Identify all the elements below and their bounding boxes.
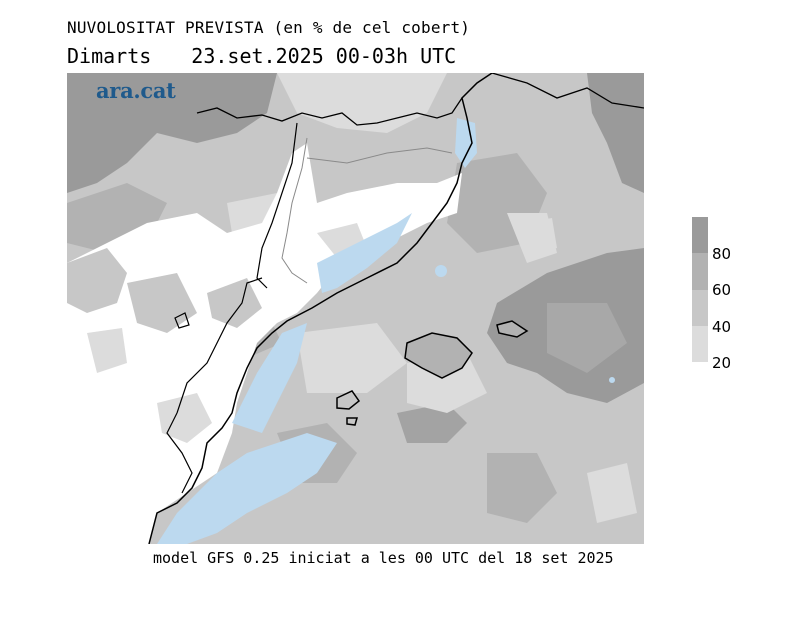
province-border xyxy=(281,137,308,284)
cloud-area-20 xyxy=(522,218,557,253)
cloud-area-60 xyxy=(547,303,627,373)
forecast-day: Dimarts xyxy=(67,44,152,68)
cloud-area-80 xyxy=(67,73,277,193)
ibiza-island xyxy=(336,390,361,410)
legend-swatch-80 xyxy=(692,217,708,254)
mallorca-island xyxy=(404,332,473,379)
cloud-area-80 xyxy=(587,73,644,193)
coastline xyxy=(148,73,493,544)
legend-label-20: 20 xyxy=(712,354,732,372)
country-border xyxy=(196,97,463,126)
legend-swatch-60 xyxy=(692,253,708,290)
cloud-cover-field xyxy=(67,73,644,544)
clear-sky-sea xyxy=(157,433,337,544)
cloud-area-40 xyxy=(127,273,197,333)
formentera-island xyxy=(346,417,358,426)
cloud-area-40 xyxy=(67,248,127,313)
legend-label-40: 40 xyxy=(712,318,732,336)
regional-border xyxy=(176,277,263,414)
legend-label-60: 60 xyxy=(712,281,732,299)
map-title: NUVOLOSITAT PREVISTA (en % de cel cobert… xyxy=(67,18,471,37)
cloud-area-60 xyxy=(487,453,557,523)
regional-border xyxy=(256,122,298,289)
legend-swatch-40 xyxy=(692,289,708,326)
country-border xyxy=(491,73,644,109)
menorca-island xyxy=(496,320,529,338)
cloud-area-20 xyxy=(587,463,637,523)
legend-color-bar xyxy=(692,217,708,362)
model-info: model GFS 0.25 iniciat a les 00 UTC del … xyxy=(153,549,614,567)
cloud-area-40 xyxy=(207,278,262,328)
regional-border xyxy=(166,412,193,494)
province-border xyxy=(306,147,453,164)
andorra-border xyxy=(174,312,190,329)
cloud-area-20 xyxy=(297,323,407,393)
ara-cat-logo: ara.cat xyxy=(96,78,176,103)
clear-sky-sea xyxy=(435,265,447,277)
legend-label-80: 80 xyxy=(712,245,732,263)
legend-swatch-20 xyxy=(692,325,708,362)
clear-sky-sea xyxy=(317,213,412,293)
forecast-period: Dimarts 23.set.2025 00-03h UTC xyxy=(67,44,456,68)
cloud-area-80 xyxy=(397,403,467,443)
forecast-date: 23.set.2025 00-03h UTC xyxy=(191,44,457,68)
clear-sky-sea xyxy=(232,323,307,433)
clear-sky-sea xyxy=(609,377,615,383)
cloud-area-20 xyxy=(87,328,127,373)
cloud-cover-map xyxy=(67,73,644,544)
cloud-area-20 xyxy=(157,393,212,443)
clear-sky-sea xyxy=(455,118,477,168)
